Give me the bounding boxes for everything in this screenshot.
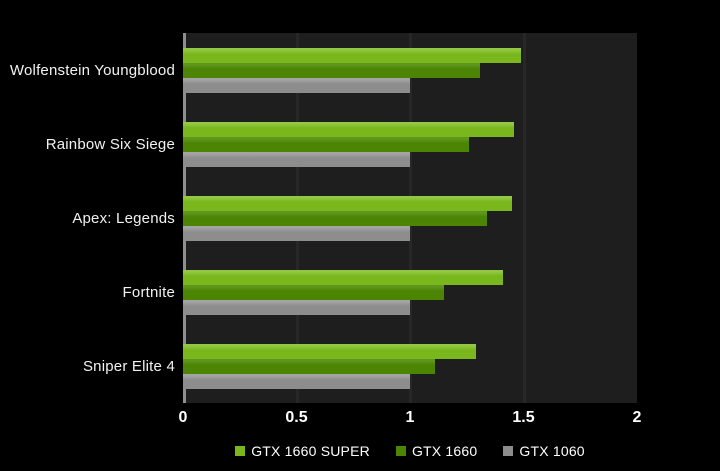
bar-gtx-1660-super-apex-legends: [183, 195, 512, 211]
bar-gtx-1660-sniper-elite-4: [183, 358, 435, 374]
x-tick-label-0: 0: [178, 409, 188, 426]
legend-label: GTX 1660 SUPER: [251, 443, 370, 459]
x-tick-label-2: 2: [632, 409, 642, 426]
category-label-sniper-elite-4: Sniper Elite 4: [82, 357, 175, 375]
bar-gtx-1660-wolfenstein-youngblood: [183, 62, 480, 78]
legend-item-gtx-1060: GTX 1060: [503, 443, 585, 459]
bar-gtx-1060-rainbow-six-siege: [183, 151, 410, 167]
bar-gtx-1660-super-wolfenstein-youngblood: [183, 47, 521, 63]
legend-item-gtx-1660: GTX 1660: [395, 443, 478, 459]
bar-gtx-1660-fortnite: [183, 284, 444, 300]
x-tick-label-1: 1: [405, 409, 415, 426]
bar-gtx-1060-sniper-elite-4: [183, 373, 410, 389]
category-label-wolfenstein-youngblood: Wolfenstein Youngblood: [9, 61, 175, 79]
category-label-apex-legends: Apex: Legends: [72, 209, 175, 227]
gridline: [522, 33, 526, 403]
legend-swatch-icon: [503, 446, 514, 456]
category-label-rainbow-six-siege: Rainbow Six Siege: [45, 135, 175, 153]
bar-gtx-1660-super-rainbow-six-siege: [183, 121, 514, 137]
bar-gtx-1060-fortnite: [183, 299, 410, 315]
bar-gtx-1060-wolfenstein-youngblood: [183, 77, 410, 93]
legend-item-gtx-1660-super: GTX 1660 SUPER: [235, 443, 370, 459]
legend-label: GTX 1060: [519, 443, 585, 459]
legend-label: GTX 1660: [411, 443, 478, 459]
legend: GTX 1660 SUPER GTX 1660 GTX 1060: [183, 443, 637, 459]
plot-area: [183, 33, 637, 403]
legend-swatch-icon: [395, 446, 406, 456]
x-tick-label-0-5: 0.5: [285, 409, 308, 426]
bar-gtx-1660-super-fortnite: [183, 269, 503, 285]
category-label-fortnite: Fortnite: [122, 283, 175, 301]
bar-gtx-1660-apex-legends: [183, 210, 487, 226]
bar-gtx-1060-apex-legends: [183, 225, 410, 241]
legend-swatch-icon: [235, 446, 246, 456]
bar-gtx-1660-super-sniper-elite-4: [183, 343, 476, 359]
bar-gtx-1660-rainbow-six-siege: [183, 136, 469, 152]
x-tick-label-1-5: 1.5: [512, 409, 535, 426]
